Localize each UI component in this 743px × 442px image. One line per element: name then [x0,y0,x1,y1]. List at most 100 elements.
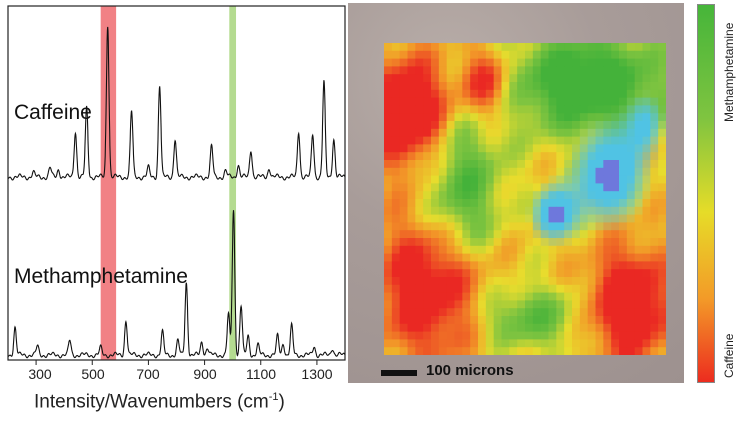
map-pixel [642,253,651,262]
map-pixel [384,261,393,270]
map-pixel [650,308,659,317]
map-pixel [391,121,401,130]
map-pixel [501,191,510,200]
map-pixel [509,58,518,67]
map-pixel [525,58,534,67]
map-pixel [532,175,542,184]
map-pixel [399,269,408,278]
map-pixel [391,82,401,91]
map-pixel [454,43,463,52]
map-pixel [446,253,455,262]
map-pixel [493,199,502,208]
map-pixel [642,58,651,67]
map-pixel [650,58,659,67]
map-pixel [540,160,549,169]
map-pixel [595,316,604,325]
scale-bar [381,370,417,376]
map-pixel [595,144,604,153]
map-pixel [572,183,581,192]
map-pixel [658,66,666,75]
map-pixel [391,230,401,239]
map-pixel [391,199,401,208]
map-pixel [642,347,651,355]
map-pixel [532,292,542,301]
map-pixel [501,206,510,215]
map-pixel [619,175,628,184]
map-pixel [415,284,424,293]
map-pixel [556,284,565,293]
map-pixel [399,222,408,231]
x-tick-label: 1100 [245,366,277,382]
map-pixel [658,277,666,286]
map-pixel [572,300,581,309]
map-pixel [626,121,636,130]
map-pixel [493,284,502,293]
map-pixel [407,50,416,59]
map-pixel [517,144,526,153]
map-pixel [454,58,463,67]
map-pixel [603,191,612,200]
map-pixel [619,300,628,309]
map-pixel [391,238,401,247]
map-pixel [470,339,479,348]
map-pixel [391,347,401,355]
map-pixel [525,261,534,270]
map-pixel [415,308,424,317]
map-pixel [611,58,620,67]
map-pixel [548,105,557,114]
map-pixel [611,167,620,176]
map-pixel [438,160,448,169]
map-pixel [438,292,448,301]
map-pixel [485,339,495,348]
map-pixel [493,277,502,286]
map-pixel [454,230,463,239]
map-pixel [642,128,651,137]
map-pixel [619,89,628,98]
map-pixel [658,113,666,122]
map-pixel [517,136,526,145]
map-pixel [493,253,502,262]
map-pixel [572,160,581,169]
map-pixel [407,308,416,317]
map-pixel [493,105,502,114]
map-pixel [658,144,666,153]
map-pixel [634,74,643,83]
map-pixel [493,58,502,67]
map-pixel [517,43,526,52]
map-pixel [446,222,455,231]
map-pixel [540,300,549,309]
map-pixel [454,277,463,286]
map-pixel [572,43,581,52]
map-pixel [438,66,448,75]
map-pixel [399,308,408,317]
map-pixel [431,66,440,75]
map-pixel [619,199,628,208]
map-pixel [564,167,573,176]
map-pixel [572,136,581,145]
map-pixel [509,253,518,262]
map-pixel [470,269,479,278]
map-pixel [611,191,620,200]
map-pixel [564,222,573,231]
map-pixel [556,339,565,348]
map-pixel [399,58,408,67]
map-pixel [423,74,432,83]
map-pixel [485,58,495,67]
map-pixel [548,89,557,98]
map-pixel [556,214,565,223]
map-pixel [446,191,455,200]
map-pixel [579,323,589,332]
map-pixel [431,136,440,145]
map-pixel [478,347,487,355]
map-pixel [611,323,620,332]
map-pixel [431,199,440,208]
map-pixel [603,175,612,184]
map-pixel [485,238,495,247]
map-pixel [603,214,612,223]
map-pixel [579,238,589,247]
map-pixel [564,347,573,355]
map-pixel [650,183,659,192]
map-pixel [626,269,636,278]
map-pixel [517,50,526,59]
map-pixel [642,152,651,161]
